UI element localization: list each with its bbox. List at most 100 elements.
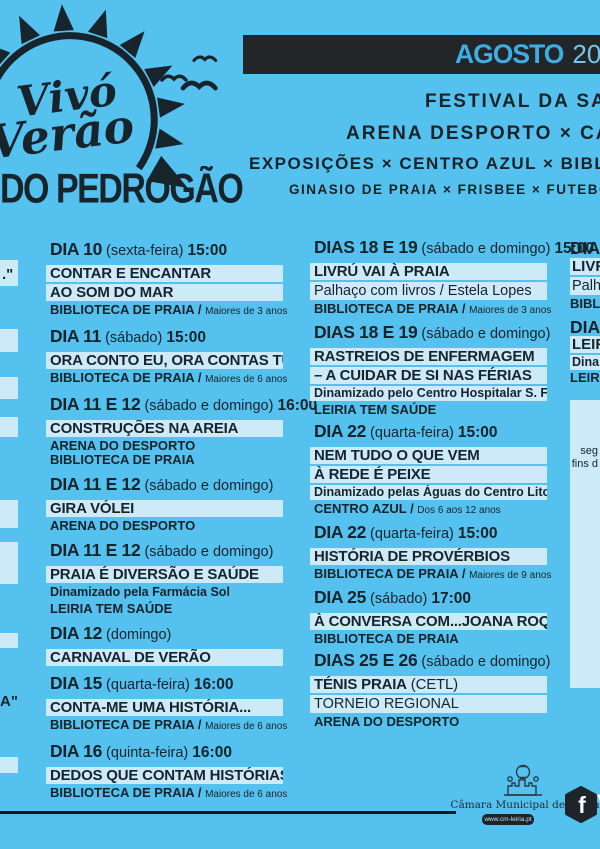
venue-name: BIBLIOTECA DE PRAIA [50, 717, 195, 732]
venue-name: LEIRIA TEM SAÚDE [314, 402, 437, 417]
sun-ray [53, 4, 74, 32]
event-weekday: (sábado e domingo) [140, 478, 274, 494]
event-time: 15:00 [457, 525, 498, 542]
event-date-line: DIA 11 E 12 (sábado e domingo) [46, 475, 283, 496]
event-date-line: DIA 11 E 12 (sábado e domingo) 16:00 [46, 394, 317, 416]
slash-separator: / [194, 785, 206, 800]
event-venue: BIBLIOTECA DE PRAIA / Maiores de 6 anos [46, 371, 287, 387]
cropped-highlight-bar [0, 542, 18, 584]
cropped-text-fragment: ." [2, 266, 14, 283]
event-weekday: (sábado e domingo) [140, 544, 274, 560]
cropped-event-subtitle: Dina [570, 355, 600, 370]
event-date-line: DIA 11 (sábado) 15:00 [46, 327, 283, 348]
facebook-page-name: V [597, 789, 600, 820]
sun-ray [144, 65, 173, 87]
event-weekday: (sábado e domingo) [417, 326, 551, 342]
cropped-highlight-bar [0, 757, 18, 773]
event-weekday: (sábado e domingo) [417, 654, 551, 670]
svg-text:f: f [578, 792, 586, 818]
tagline-exposicoes: EXPOSIÇÕES × CENTRO AZUL × BIBLIOTEC [249, 154, 600, 173]
event-day: DIA 15 [50, 673, 103, 693]
event-time: 16:00 [192, 744, 232, 761]
event-item: DIA 11 E 12 (sábado e domingo) PRAIA É D… [46, 541, 283, 616]
event-title: À REDE É PEIXE [310, 466, 547, 483]
event-item: DIA 12 (domingo) CARNAVAL DE VERÃO [46, 624, 283, 666]
tagline-arena: ARENA DESPORTO × CARNAV [346, 123, 600, 144]
event-subtitle: Dinamizado pelas Águas do Centro Litoral [310, 485, 547, 500]
event-weekday: (sábado e domingo) [417, 241, 555, 257]
venue-name: BIBLIOTECA DE PRAIA [314, 301, 459, 316]
event-title: AO SOM DO MAR [46, 284, 283, 301]
venue-name: BIBLIOTECA DE PRAIA [50, 452, 195, 467]
event-day: DIA 22 [314, 421, 367, 441]
event-weekday: (sábado) [101, 330, 167, 346]
event-item: DIA 16 (quinta-feira) 16:00 DEDOS QUE CON… [46, 741, 287, 802]
event-day: DIA 16 [50, 741, 103, 761]
month-label: AGOSTO [455, 39, 564, 69]
event-item: DIA 22 (quarta-feira) 15:00 HISTÓRIA DE P… [310, 523, 551, 583]
event-day: DIAS 18 E 19 [314, 237, 418, 257]
event-item: DIAS 18 E 19 (sábado e domingo) RASTREIO… [310, 323, 551, 417]
facebook-icon: f [565, 786, 597, 823]
age-restriction: Maiores de 6 anos [205, 374, 288, 385]
cropped-event-title: LEIR [570, 336, 600, 353]
cropped-highlight-bar [0, 377, 18, 399]
event-day: DIAS 25 E 26 [314, 650, 418, 670]
age-restriction: Maiores de 6 anos [205, 721, 288, 732]
event-venue: LEIRIA TEM SAÚDE [310, 403, 547, 417]
event-venue: BIBLIOTECA DE PRAIA [46, 453, 283, 467]
event-time: 16:00 [277, 397, 318, 414]
cropped-note-box: seg fins d [570, 400, 600, 688]
event-date-line: DIA 11 E 12 (sábado e domingo) [46, 541, 283, 562]
age-restriction: Maiores de 3 anos [469, 305, 552, 316]
event-title: RASTREIOS DE ENFERMAGEM [310, 348, 547, 365]
venue-name: ARENA DO DESPORTO [50, 518, 196, 533]
venue-name: BIBLIOTECA DE PRAIA [50, 302, 195, 317]
birds-icon [160, 55, 218, 91]
event-day: DIA 25 [314, 587, 367, 607]
event-time: 17:00 [431, 590, 471, 607]
cropped-event-day: DIA [570, 238, 600, 258]
note-line: seg [580, 445, 598, 457]
event-title: PRAIA É DIVERSÃO E SAÚDE [46, 566, 283, 583]
event-item: DIAS 25 E 26 (sábado e domingo) TÉNIS PR… [310, 650, 551, 729]
event-venue: BIBLIOTECA DE PRAIA / Maiores de 3 anos [46, 302, 287, 319]
event-venue: BIBLIOTECA DE PRAIA / Maiores de 6 anos [46, 785, 287, 802]
event-venue: ARENA DO DESPORTO [46, 519, 283, 533]
event-title: HISTÓRIA DE PROVÉRBIOS [310, 548, 547, 565]
organization-name: Câmara Municipal de Leiria [450, 799, 600, 811]
cropped-event-subtitle: Palh [570, 277, 600, 295]
municipal-crest-icon [504, 764, 542, 796]
venue-name: LEIRIA TEM SAÚDE [50, 601, 173, 616]
event-date-line: DIA 22 (quarta-feira) 15:00 [310, 523, 547, 544]
event-weekday: (quinta-feira) [102, 745, 193, 761]
event-item: DIA 15 (quarta-feira) 16:00 CONTA-ME UMA … [46, 674, 287, 734]
event-weekday: (quarta-feira) [102, 677, 194, 693]
website-pill: www.cm-leiria.pt [482, 814, 534, 825]
event-venue: BIBLIOTECA DE PRAIA / Maiores de 9 anos [310, 567, 551, 583]
event-date-line: DIA 25 (sábado) 17:00 [310, 588, 547, 609]
event-time: 16:00 [193, 676, 234, 693]
event-title: GIRA VÓLEI [46, 500, 283, 517]
tagline-festival: FESTIVAL DA SARDI [425, 91, 600, 112]
event-time: 15:00 [554, 240, 595, 257]
event-title: – A CUIDAR DE SI NAS FÉRIAS [310, 367, 547, 384]
cropped-event-day: DIA [570, 317, 600, 337]
event-venue: CENTRO AZUL / Dos 6 aos 12 anos [310, 502, 547, 518]
event-title: ORA CONTO EU, ORA CONTAS TU! [46, 352, 283, 369]
cropped-highlight-bar [0, 329, 18, 352]
logo-subtitle: DO PEDRÓGÃO [0, 166, 244, 213]
event-day: DIA 11 [50, 326, 102, 346]
event-date-line: DIA 15 (quarta-feira) 16:00 [46, 674, 283, 695]
cropped-event-title: LIVR [570, 258, 600, 275]
event-subtitle: TORNEIO REGIONAL [310, 695, 547, 713]
event-time: 15:00 [166, 329, 207, 346]
event-venue: LEIRIA TEM SAÚDE [46, 602, 283, 616]
event-day: DIA 11 E 12 [50, 394, 141, 414]
event-weekday: (quarta-feira) [366, 526, 458, 542]
cropped-highlight-bar [0, 417, 18, 437]
sun-arc [0, 32, 158, 171]
age-restriction: Maiores de 6 anos [205, 789, 288, 800]
event-day: DIA 22 [314, 522, 367, 542]
